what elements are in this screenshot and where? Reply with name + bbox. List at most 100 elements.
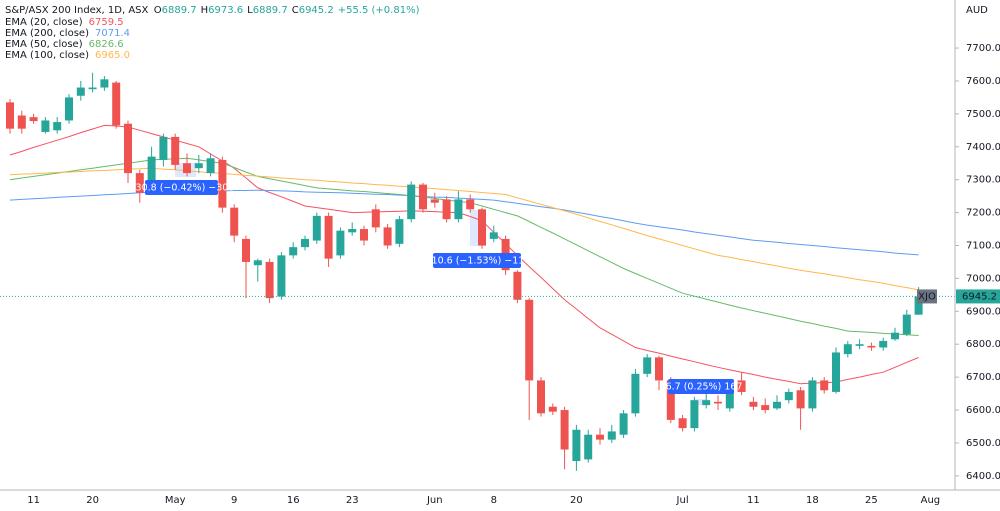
- y-tick-label: 7200.0: [966, 208, 1000, 219]
- candle-body: [737, 380, 746, 392]
- y-tick-label: 6500.0: [966, 438, 1000, 449]
- ema-line: [9, 124, 919, 385]
- last-price-label: 6945.2: [962, 291, 997, 302]
- candle-body: [478, 209, 486, 246]
- ohlc-value: 6973.6: [208, 5, 243, 16]
- candle-body: [301, 238, 309, 248]
- candle-body: [194, 163, 203, 169]
- x-tick-label: 23: [346, 495, 359, 506]
- annotation-box: [433, 253, 521, 268]
- candle-body: [643, 357, 652, 374]
- x-tick-label: 16: [287, 495, 300, 506]
- candle-body: [466, 199, 475, 210]
- candle-body: [843, 344, 852, 355]
- ohlc-header: O6889.7 H6973.6 L6889.7 C6945.2 +55.5 (+0.81…: [154, 5, 420, 16]
- y-tick-label: 6700.0: [966, 372, 1000, 383]
- x-tick-label: May: [165, 495, 186, 506]
- ohlc-value: 6945.2: [299, 5, 334, 16]
- legend-entry: EMA (50, close) 6826.6: [5, 39, 124, 50]
- candle-body: [596, 434, 604, 440]
- x-tick-label: Jun: [426, 495, 443, 506]
- candle-body: [796, 390, 805, 409]
- candle-body: [548, 406, 557, 412]
- candle-body: [820, 380, 829, 391]
- last-price-box: [956, 289, 1000, 304]
- candle-body: [655, 357, 663, 381]
- candle-body: [348, 229, 357, 233]
- candle-body: [17, 115, 26, 129]
- ohlc-key: O: [154, 5, 162, 16]
- candle-body: [159, 136, 168, 160]
- candle-body: [690, 400, 699, 429]
- y-tick-label: 7400.0: [966, 142, 1000, 153]
- candle-body: [100, 79, 109, 88]
- candle-body: [902, 314, 911, 335]
- legend-name: EMA (100, close): [5, 50, 89, 61]
- x-tick-label: 18: [806, 495, 819, 506]
- candle-body: [891, 332, 899, 340]
- candle-body: [29, 117, 38, 122]
- candle-body: [619, 413, 628, 435]
- symbol-label: XJO: [918, 291, 936, 302]
- x-tick-label: 25: [865, 495, 878, 506]
- candle-body: [135, 173, 144, 193]
- candle-body: [914, 296, 923, 315]
- legend-entry: EMA (20, close) 6759.5: [5, 17, 124, 28]
- candle-body: [336, 230, 345, 256]
- candle-body: [430, 199, 439, 203]
- y-tick-label: 6800.0: [966, 339, 1000, 350]
- y-tick-label: 7500.0: [966, 109, 1000, 120]
- measure-range: [695, 399, 708, 405]
- currency: AUD: [966, 5, 988, 16]
- candle-body: [88, 87, 97, 90]
- ohlc-key: H: [201, 5, 209, 16]
- candle-body: [371, 209, 380, 228]
- legend-entry: EMA (100, close) 6965.0: [5, 50, 130, 61]
- annotation: −110.6 (−1.53%) −1106: [418, 256, 537, 267]
- x-tick-label: 20: [570, 495, 583, 506]
- candle-body: [678, 418, 687, 429]
- candle-body: [242, 238, 250, 262]
- candle-body: [407, 184, 416, 220]
- candle-body: [183, 163, 191, 174]
- x-tick-label: 8: [491, 495, 497, 506]
- ohlc-value: 6889.7: [253, 5, 288, 16]
- y-tick-label: 7100.0: [966, 240, 1000, 251]
- candle-body: [312, 215, 321, 241]
- x-tick-label: 20: [86, 495, 99, 506]
- y-tick-label: 6900.0: [966, 306, 1000, 317]
- x-tick-label: 9: [231, 495, 237, 506]
- candle-body: [76, 87, 85, 96]
- legend-value: 7071.4: [95, 28, 130, 39]
- candle-body: [65, 97, 73, 121]
- legend-value: 6826.6: [89, 39, 124, 50]
- candle-body: [383, 227, 392, 246]
- candle-body: [395, 219, 404, 244]
- candle-body: [360, 229, 368, 241]
- ema-line: [9, 167, 919, 291]
- candle-body: [560, 410, 569, 450]
- ohlc-value: 6889.7: [162, 5, 197, 16]
- x-tick-label: Jul: [676, 495, 689, 506]
- annotation: −30.8 (−0.42%) −308: [128, 183, 235, 194]
- legend-value: 6759.5: [89, 17, 124, 28]
- annotation: 16.7 (0.25%) 167: [660, 382, 743, 393]
- legend-value: 6965.0: [95, 50, 130, 61]
- legend-name: EMA (50, close): [5, 39, 83, 50]
- candle-body: [277, 255, 286, 297]
- x-tick-label: 11: [27, 495, 40, 506]
- candle-body: [666, 380, 675, 420]
- candle-body: [324, 215, 333, 259]
- candle-body: [714, 401, 722, 404]
- y-tick-label: 7700.0: [966, 43, 1000, 54]
- y-tick-label: 6600.0: [966, 405, 1000, 416]
- candle-body: [525, 299, 534, 381]
- annotation-box: [668, 379, 734, 394]
- change-label: +55.5 (+0.81%): [338, 5, 420, 16]
- candle-body: [124, 123, 132, 174]
- candle-body: [584, 434, 593, 460]
- legend-name: EMA (200, close): [5, 28, 89, 39]
- candle-body: [808, 380, 817, 409]
- title: S&P/ASX 200 Index, 1D, ASX: [5, 5, 149, 16]
